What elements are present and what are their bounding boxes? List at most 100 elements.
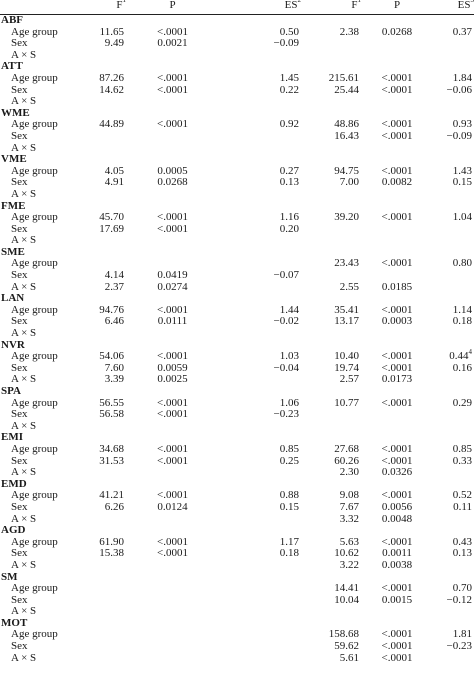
row-label: Sex (11, 129, 28, 142)
f-value-cell: 48.86 (334, 118, 359, 131)
p-value-cell: <.0001 (381, 83, 413, 96)
effect-size-cell: 0.25 (279, 454, 299, 467)
effect-size-cell (219, 131, 301, 143)
effect-size-cell: 1.04 (452, 211, 472, 224)
effect-size-cell: 0.15 (279, 500, 299, 513)
effect-size-cell: 1.06 (279, 396, 299, 409)
p-value-cell (361, 96, 433, 108)
p-value-cell (126, 595, 219, 607)
p-value-cell: 0.0124 (157, 500, 188, 513)
f-value-cell: 56.55 (99, 396, 124, 409)
f-value-cell: 158.68 (328, 628, 359, 641)
table-row: Age group 23.43 <.0001 0.80 (0, 258, 474, 270)
p-value-cell: <.0001 (381, 211, 413, 224)
effect-size-cell: 1.14 (452, 303, 472, 316)
effect-size-cell (433, 409, 474, 421)
table-row: Sex 4.14 0.0419 −0.07 (0, 269, 474, 282)
table-row: Sex 14.62 <.0001 0.22 25.44 <.0001 −0.06 (0, 83, 474, 97)
effect-size-cell: −0.12 (446, 593, 472, 606)
f-value-cell: 7.67 (339, 500, 359, 513)
table-row: A × S 3.32 0.0048 (0, 513, 474, 526)
p-value-cell (361, 143, 433, 155)
row-label: Sex (11, 315, 28, 328)
effect-size-cell: −0.07 (273, 269, 299, 282)
table-row: Sex 16.43 <.0001 −0.09 (0, 129, 474, 143)
p-value-cell: 0.0274 (157, 280, 188, 293)
f-value-cell: 87.26 (99, 71, 124, 84)
f-value-cell: 60.26 (334, 454, 359, 467)
f-value-cell: 215.61 (328, 71, 359, 84)
f-value-cell (62, 514, 126, 526)
p-value-cell: 0.0268 (157, 176, 188, 189)
table-row: A × S 3.22 0.0038 (0, 559, 474, 572)
f-value-cell: 2.55 (339, 280, 359, 293)
effect-size-cell (219, 606, 301, 618)
effect-size-cell: 0.37 (452, 25, 472, 38)
p-value-cell (126, 328, 219, 340)
p-value-cell: 0.0111 (157, 315, 188, 328)
f-value-cell (62, 96, 126, 108)
effect-size-cell (433, 143, 474, 155)
p-value-cell: <.0001 (381, 118, 413, 131)
effect-size-cell (433, 328, 474, 340)
f-value-cell: 2.37 (104, 280, 124, 293)
f-value-cell (62, 131, 126, 143)
effect-size-cell: 0.18 (452, 315, 472, 328)
p-value-cell: <.0001 (381, 71, 413, 84)
section-header-row: ATT (0, 61, 474, 73)
row-label: Age group (11, 350, 58, 363)
f-value-cell: 14.41 (334, 582, 359, 595)
f-value-cell (62, 50, 126, 62)
table-body: ABF Age group 11.65 <.0001 0.50 2.38 0.0268 0.3… (0, 14, 474, 665)
p-value-cell (126, 514, 219, 526)
section-header-row: MOT (0, 617, 474, 630)
table-row: Age group 61.90 <.0001 1.17 5.63 <.0001 0.43 (0, 535, 474, 549)
row-label: Age group (11, 489, 58, 502)
p-value-cell: <.0001 (157, 408, 188, 421)
p-value-cell: 0.0059 (157, 361, 188, 374)
results-table: F1 P ES2 F1 P ES3 ABF Age group 11.65 <.000… (0, 0, 474, 665)
table-row: Age group 87.26 <.0001 1.45 215.61 <.0001 1.84 (0, 71, 474, 85)
effect-size-cell (433, 189, 474, 201)
table-row: A × S (0, 235, 474, 247)
section-header-row: VME (0, 154, 474, 166)
effect-size-cell (433, 374, 474, 386)
f-value-cell: 7.00 (339, 176, 359, 189)
p-value-cell: 0.0326 (381, 466, 413, 479)
p-value-cell (126, 96, 219, 108)
p-value-cell (126, 653, 219, 665)
effect-size-cell (219, 50, 301, 62)
row-label: Age group (11, 535, 58, 548)
f-value-cell: 7.60 (104, 361, 124, 374)
effect-size-cell: 0.85 (452, 442, 472, 455)
section-title: VME (1, 153, 27, 166)
row-label: Sex (11, 547, 28, 560)
p-value-cell: <.0001 (157, 25, 188, 38)
f-value-cell: 94.76 (99, 303, 124, 316)
f-value-cell: 2.30 (339, 466, 359, 479)
section-header-row: SPA (0, 385, 474, 398)
effect-size-cell (433, 38, 474, 50)
section-title: NVR (1, 338, 25, 351)
row-label: Sex (11, 222, 28, 235)
section-title: EMD (1, 477, 27, 490)
effect-size-cell: 0.27 (279, 164, 299, 177)
p-value-cell: <.0001 (381, 442, 413, 455)
f-value-cell: 5.63 (339, 535, 359, 548)
row-label: Age group (11, 442, 58, 455)
f-value-cell: 5.61 (339, 651, 359, 664)
table-row: Sex 17.69 <.0001 0.20 (0, 222, 474, 236)
table-row: Sex 7.60 0.0059 −0.04 19.74 <.0001 0.16 (0, 361, 474, 375)
effect-size-cell (219, 467, 301, 479)
section-title: EMI (1, 431, 23, 444)
p-value-cell: <.0001 (157, 118, 188, 131)
f-value-cell (62, 328, 126, 340)
row-label: Sex (11, 593, 28, 606)
effect-size-cell (433, 467, 474, 479)
p-value-cell: <.0001 (381, 582, 413, 595)
section-title: SME (1, 245, 25, 258)
table-row: Age group 4.05 0.0005 0.27 94.75 <.0001 1.43 (0, 164, 474, 178)
effect-size-cell: 0.85 (279, 442, 299, 455)
p-value-cell (361, 409, 433, 421)
table-row: Age group 44.89 <.0001 0.92 48.86 <.0001 0.93 (0, 119, 474, 131)
